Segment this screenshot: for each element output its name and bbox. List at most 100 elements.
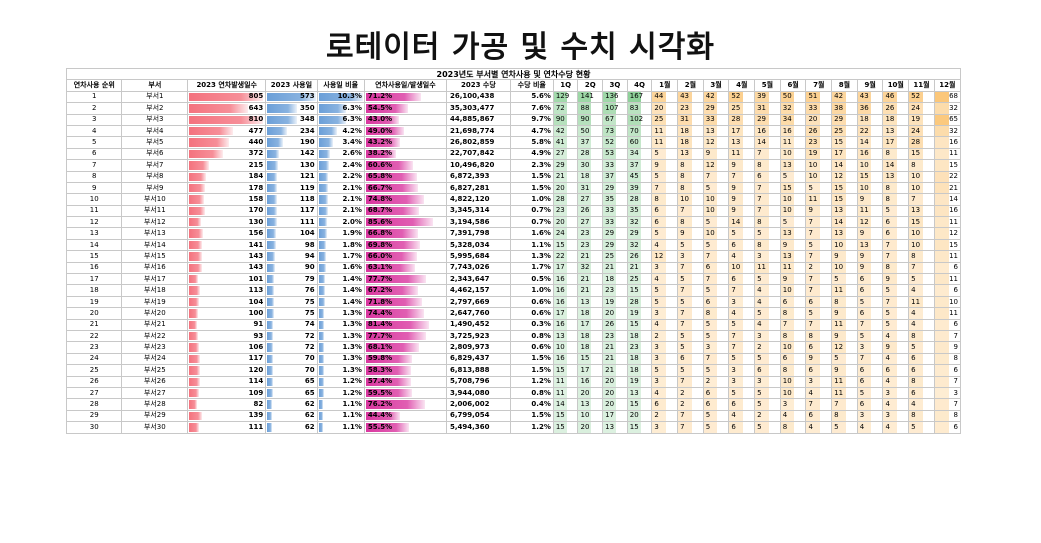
cell-value: 4 (911, 400, 916, 409)
table-cell: 4.2% (316, 124, 365, 138)
month-highlight (858, 331, 872, 341)
data-bar (267, 297, 274, 307)
cell-value: 6 (859, 286, 865, 295)
table-cell: 42 (702, 90, 730, 104)
quarter-highlight (603, 206, 617, 216)
table-cell: 5 (856, 295, 884, 309)
cell-value: 7 (808, 400, 813, 409)
table-cell: 5 (728, 386, 756, 400)
table-cell: 14 (882, 159, 910, 172)
cell-value: 43.2% (367, 138, 393, 147)
cell-value: 23 (808, 138, 818, 147)
month-highlight (858, 411, 872, 421)
cell-value: 8 (953, 354, 958, 363)
cell-value: 10 (808, 172, 818, 181)
cell-value: 15 (834, 138, 844, 147)
cell-value: 1.1% (342, 422, 362, 431)
table-cell: 77.7% (363, 329, 448, 343)
cell-value: 12 (949, 229, 958, 238)
month-highlight (755, 320, 769, 330)
table-cell: 15 (908, 147, 935, 161)
cell-value: 810 (248, 115, 264, 124)
month-highlight (883, 172, 898, 182)
table-cell: 7 (933, 398, 962, 411)
table-row: 5 부서5 440 190 3.4% 43.2% 26,802,859 5.8% 41 37 52 6… (65, 136, 962, 149)
month-highlight (704, 137, 718, 148)
cell-value: 부서25 (143, 365, 166, 374)
table-cell: 8 (908, 159, 935, 172)
cell-value: 3,345,314 (450, 206, 490, 215)
cell-value: 19 (911, 115, 921, 124)
cell-value: 4.2% (342, 126, 362, 135)
data-bar (267, 229, 277, 238)
table-cell: 63.1% (363, 261, 448, 275)
table-cell: 15 (626, 398, 653, 411)
table-cell: 45 (626, 170, 653, 183)
data-bar (318, 115, 346, 124)
table-cell: 8 (754, 159, 781, 172)
quarter-highlight (578, 365, 592, 376)
table-cell: 66.8% (363, 227, 448, 240)
data-bar (365, 377, 411, 386)
table-cell: 4 (882, 352, 910, 366)
cell-value: 9 (885, 274, 890, 283)
month-highlight (883, 251, 898, 262)
cell-value: 5 (654, 149, 659, 158)
table-cell: 34 (626, 147, 653, 161)
data-bar (318, 400, 324, 409)
table-cell: 7 (856, 352, 884, 366)
cell-value: 11 (949, 149, 958, 158)
table-cell: 18 (882, 113, 910, 126)
table-cell: 6 (728, 238, 756, 252)
cell-value: 6 (705, 400, 711, 409)
data-bar (365, 366, 412, 375)
table-cell: 5 (702, 284, 730, 297)
table-cell: 2.3% (509, 159, 554, 172)
cell-value: 부서16 (143, 263, 166, 272)
quarter-highlight (628, 399, 641, 410)
table-cell: 2,343,647 (446, 273, 511, 286)
cell-value: 7 (680, 308, 685, 317)
data-bar (365, 286, 419, 295)
table-cell: 9 (831, 329, 858, 343)
month-highlight (832, 297, 846, 307)
cell-value: 156 (248, 229, 264, 238)
table-cell: 26 (882, 102, 910, 115)
month-highlight (832, 172, 846, 182)
cell-value: 7 (885, 297, 890, 306)
cell-value: 6 (808, 411, 813, 420)
data-bar (318, 343, 325, 352)
table-cell: 29 (602, 181, 628, 195)
cell-value: 104 (248, 297, 264, 306)
cell-value: 5 (859, 297, 865, 306)
table-cell: 10 (856, 181, 884, 195)
cell-value: 5 (808, 183, 813, 192)
month-highlight (935, 115, 949, 125)
table-cell: 7 (677, 421, 704, 434)
data-bar (189, 195, 204, 204)
table-cell: 12 (831, 341, 858, 354)
cell-value: 4 (757, 320, 762, 329)
table-cell: 6 (728, 421, 756, 434)
month-highlight (806, 320, 820, 330)
table-cell: 1.4% (316, 284, 365, 297)
table-cell: 23 (65, 341, 123, 354)
table-cell: 57.4% (363, 375, 448, 388)
table-cell: 20 (602, 386, 628, 400)
table-cell: 8 (677, 159, 704, 172)
table-cell: 19 (65, 295, 123, 309)
cell-value: 부서23 (143, 343, 166, 352)
table-cell: 18 (577, 170, 604, 183)
table-cell: 26 (805, 124, 833, 138)
cell-value: 52 (605, 138, 615, 147)
month-highlight (909, 377, 923, 387)
cell-value: 6 (782, 354, 788, 363)
table-cell: 5 (754, 352, 781, 366)
cell-value: 37 (580, 138, 590, 147)
cell-value: 8 (757, 160, 762, 169)
table-cell: 6 (856, 284, 884, 297)
table-cell: 9 (728, 159, 756, 172)
table-cell: 9 (856, 250, 884, 263)
table-cell: 90 (265, 261, 318, 275)
quarter-highlight (603, 377, 617, 387)
